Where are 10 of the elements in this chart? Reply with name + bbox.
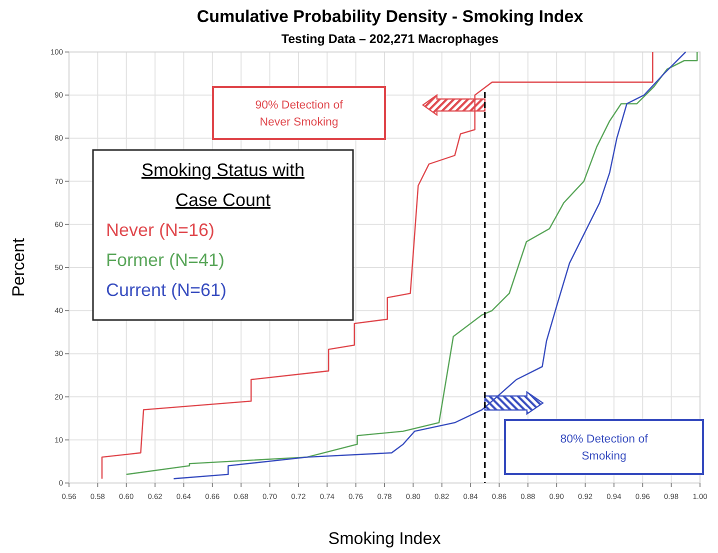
- x-axis-title: Smoking Index: [328, 529, 442, 548]
- text: Former (N=41): [106, 250, 225, 270]
- annotation: 80% Detection of Smoking: [560, 434, 649, 462]
- chart-title: Cumulative Probability Density - Smoking Index: [196, 7, 584, 26]
- annotation: 90% Detection of Never Smoking: [255, 100, 344, 128]
- y-axis-title: Percent: [9, 238, 28, 297]
- legend-title: Smoking Status with Case Count: [141, 160, 305, 210]
- text: Never (N=16): [106, 220, 215, 240]
- text: Current (N=61): [106, 280, 227, 300]
- chart-subtitle: Testing Data – 202,271 Macrophages: [281, 32, 499, 46]
